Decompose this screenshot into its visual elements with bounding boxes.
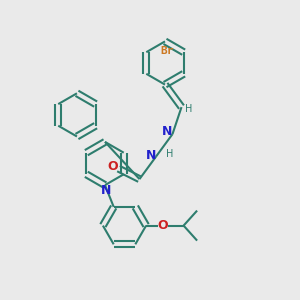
Text: O: O bbox=[108, 160, 118, 173]
Text: N: N bbox=[146, 148, 156, 162]
Text: O: O bbox=[157, 219, 168, 232]
Text: H: H bbox=[166, 148, 173, 159]
Text: H: H bbox=[185, 103, 193, 114]
Text: Br: Br bbox=[160, 46, 174, 56]
Text: N: N bbox=[101, 184, 112, 197]
Text: N: N bbox=[162, 125, 172, 138]
